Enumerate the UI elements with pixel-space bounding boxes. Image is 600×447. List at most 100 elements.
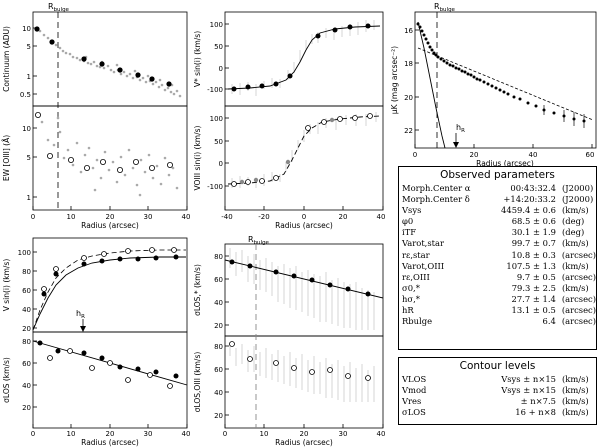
- p1-ylabel-top: Continuum (ADU): [2, 26, 11, 92]
- p4-ytick-b60: 60: [22, 360, 31, 368]
- voiii-grey-filled: [239, 117, 335, 185]
- table-row: hR 13.1 ± 0.5 (arcsec): [399, 305, 596, 316]
- p5-ytick-20: 20: [214, 322, 223, 330]
- p4-ylabel-top: V sin(i) (km/s): [2, 259, 11, 312]
- p1-ytick-b10: 10: [22, 125, 31, 133]
- p2-xtick-20: 20: [339, 213, 348, 221]
- param-value: 27.7 ± 1.4: [511, 293, 556, 304]
- contour-name: VLOS: [402, 374, 427, 384]
- param-name: rε,OIII: [402, 271, 430, 282]
- param-name: Vsys: [402, 205, 422, 216]
- param-unit: (arcsec): [561, 249, 596, 260]
- contour-value: ± n×7.5: [520, 396, 556, 407]
- p5-ytick-b20: 20: [214, 412, 223, 420]
- param-value: 68.5 ± 0.6: [511, 216, 556, 227]
- param-value: 79.3 ± 2.5: [511, 282, 556, 293]
- p1-xtick-0: 0: [31, 213, 35, 221]
- voiii-frame: [224, 105, 384, 211]
- p5-xtick-10: 10: [260, 430, 269, 438]
- panel-rotation-sigma: hR 100 80 60 40 20 80 60 40 20 0 10 20 3…: [2, 237, 190, 447]
- sigstar-errorbars: [229, 248, 375, 330]
- table-row: Vsys 4459.4 ± 0.6 (km/s): [399, 205, 596, 216]
- param-value: 107.5 ± 1.3: [506, 260, 556, 271]
- sb-profile: [416, 22, 586, 123]
- vstar-frame: [224, 11, 384, 107]
- panel-dispersion: Rbulge 80 60 40 20 80 60 40 20 0 10 20 3…: [193, 235, 386, 447]
- param-unit: (arcsec): [561, 305, 596, 316]
- svg-text:hR: hR: [76, 309, 85, 320]
- p5-xlabel: Radius (arcsec): [275, 438, 333, 447]
- p4-ytick-40: 40: [22, 306, 31, 314]
- contour-levels-title: Contour levels: [459, 360, 536, 372]
- observed-parameters-table: Observed parameters Morph.Center α 00:43:…: [398, 166, 597, 350]
- contour-value: Vsys ± n×15: [501, 374, 556, 384]
- param-name: Varot,OIII: [402, 260, 445, 271]
- p5-ytick-80: 80: [214, 253, 223, 261]
- table-row: Varot,star 99.7 ± 0.7 (km/s): [399, 238, 596, 249]
- sigoiii-binned: [229, 341, 371, 381]
- p3-ytick-20: 20: [404, 94, 413, 102]
- p1-ytick-1: 1: [27, 73, 31, 81]
- p5-ytick-60: 60: [214, 276, 223, 284]
- param-value: 10.8 ± 0.3: [511, 249, 556, 260]
- p2-ytick-b50: 50: [214, 138, 223, 146]
- contour-name: σLOS: [402, 407, 426, 418]
- p5-xtick-40: 40: [377, 430, 386, 438]
- continuum-frame: [32, 11, 188, 107]
- param-value: 9.7 ± 0.5: [516, 271, 556, 282]
- param-value: 4459.4 ± 0.6: [501, 205, 556, 216]
- p1-xlabel: Radius (arcsec): [81, 221, 139, 230]
- param-unit: (arcsec): [561, 293, 596, 304]
- table-row: σLOS 16 + n×8 (km/s): [399, 407, 596, 418]
- voiii-model: [227, 115, 381, 185]
- contour-unit: (km/s): [562, 385, 589, 396]
- p4-ytick-20: 20: [22, 325, 31, 333]
- continuum-scatter: [38, 29, 182, 98]
- rotcurve-model-gas: [32, 249, 186, 331]
- table-row: Morph.Center δ +14:20:33.2 (J2000): [399, 194, 596, 205]
- p2-ytick-bm100: -100: [207, 183, 223, 191]
- param-name: iTF: [402, 227, 417, 238]
- p2-ytick-0: 0: [219, 65, 223, 73]
- param-value: 99.7 ± 0.7: [511, 238, 556, 249]
- sigoiii-frame: [224, 335, 384, 429]
- param-unit: (km/s): [562, 238, 589, 249]
- p5-xtick-20: 20: [300, 430, 309, 438]
- p5-xtick-30: 30: [339, 430, 348, 438]
- table-row: Vres ± n×7.5 (km/s): [399, 396, 596, 407]
- voiii-scatter: [231, 112, 377, 188]
- param-name: σ0,*: [402, 282, 420, 293]
- observed-parameters-title: Observed parameters: [440, 169, 555, 181]
- param-name: Rbulge: [402, 316, 433, 327]
- param-unit: (arcsec): [561, 316, 596, 327]
- p2-ytick-b0: 0: [219, 160, 223, 168]
- p4-ytick-b40: 40: [22, 382, 31, 390]
- p3-xtick-40: 40: [529, 151, 538, 159]
- p4-xtick-0: 0: [31, 430, 35, 438]
- p1-ytick-b1: 1: [27, 194, 31, 202]
- sb-disk-model: [417, 47, 594, 121]
- p1-ytick-b5: 5: [27, 154, 31, 162]
- continuum-binned: [34, 26, 172, 87]
- param-unit: (km/s): [562, 282, 589, 293]
- p1-ytick-10: 10: [22, 25, 31, 33]
- sigstar-binned: [229, 259, 371, 297]
- p4-ytick-b80: 80: [22, 338, 31, 346]
- p4-xtick-20: 20: [106, 430, 115, 438]
- p2-ytick-b100: 100: [210, 115, 223, 123]
- p3-bulge-label: Rbulge: [434, 2, 456, 13]
- param-value: +14:20:33.2: [503, 194, 556, 205]
- p3-ylabel: μK (mag arcsec⁻²): [390, 46, 399, 114]
- sigma-frame: [32, 331, 188, 429]
- p4-ticks: [32, 251, 188, 428]
- p2-xtick-40: 40: [377, 213, 386, 221]
- ew-scatter: [40, 116, 179, 197]
- table-row: Vmod Vsys ± n×15 (km/s): [399, 385, 596, 396]
- p5-bulge-label: Rbulge: [248, 235, 270, 246]
- sb-bulge-model: [417, 21, 446, 149]
- contour-value: Vsys ± n×15: [501, 385, 556, 396]
- param-value: 6.4: [542, 316, 556, 327]
- bulge-label: Rbulge: [48, 2, 70, 13]
- p1-ytick-05: 0.5: [20, 91, 31, 99]
- param-name: φ0: [402, 216, 414, 227]
